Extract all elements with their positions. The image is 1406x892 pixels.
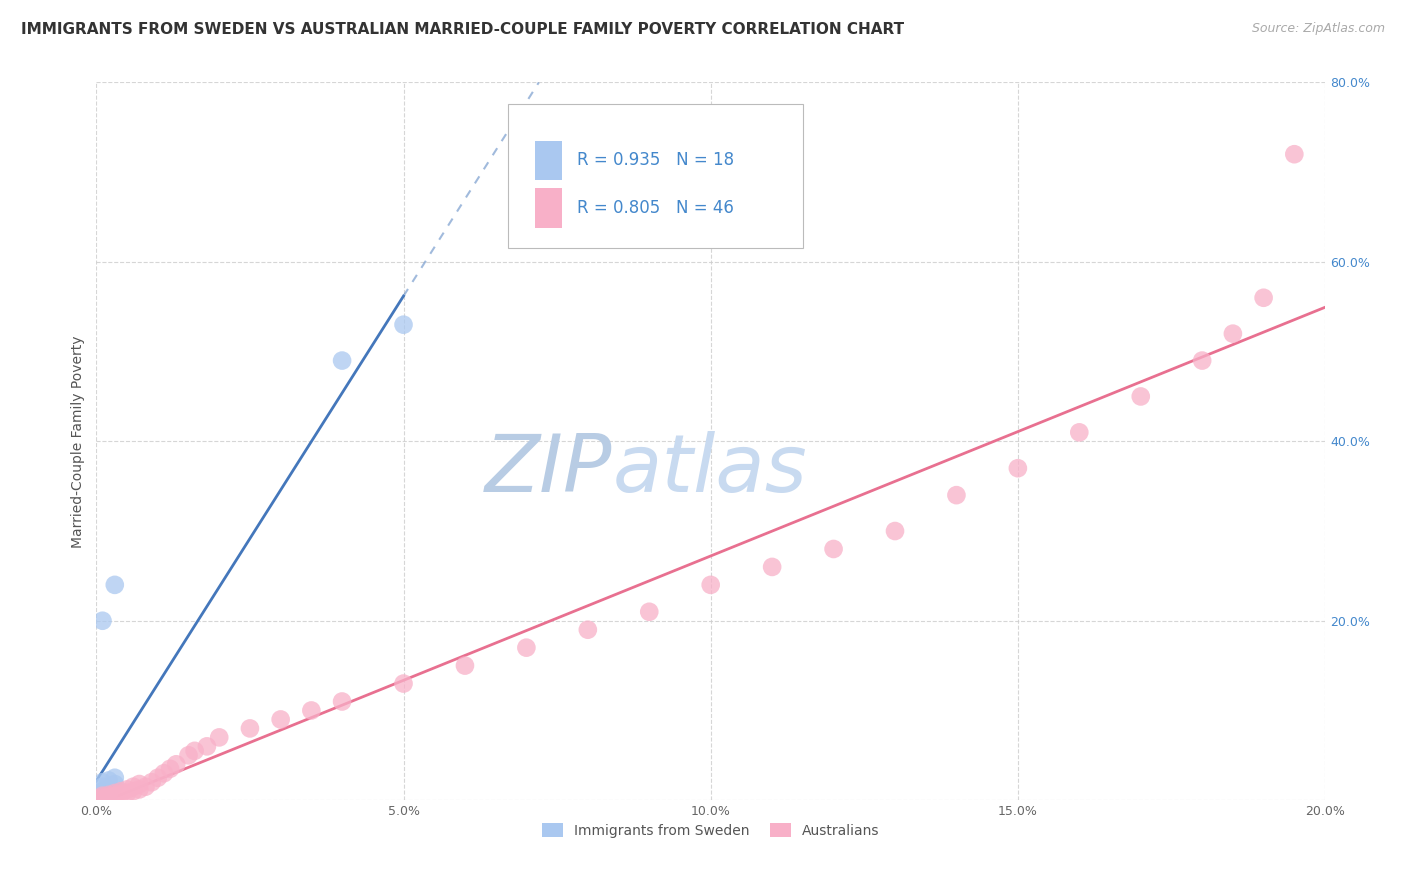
Text: atlas: atlas [613, 431, 807, 509]
Point [91, 614, 114, 628]
Point [104, 789, 127, 803]
Point [97, 786, 120, 800]
Point [91, 788, 114, 802]
Legend: Immigrants from Sweden, Australians: Immigrants from Sweden, Australians [536, 818, 886, 844]
Point [134, 780, 156, 794]
Point [97, 789, 120, 804]
Point [115, 782, 138, 797]
Point [97, 789, 120, 803]
Point [115, 786, 138, 800]
Point [392, 676, 415, 690]
Point [1069, 425, 1091, 440]
Point [91, 790, 114, 805]
Point [110, 784, 132, 798]
FancyBboxPatch shape [508, 104, 803, 247]
Point [454, 658, 477, 673]
Point [392, 318, 415, 332]
Point [122, 784, 145, 798]
Point [195, 739, 218, 754]
Point [91, 784, 114, 798]
Point [1284, 147, 1306, 161]
Point [91, 789, 114, 803]
Point [91, 789, 114, 804]
Point [239, 722, 262, 736]
Point [165, 757, 187, 772]
Point [638, 605, 661, 619]
Point [330, 353, 353, 368]
Point [97, 782, 120, 797]
Point [104, 786, 127, 800]
Text: Source: ZipAtlas.com: Source: ZipAtlas.com [1251, 22, 1385, 36]
Point [141, 775, 163, 789]
Point [86, 790, 108, 805]
Y-axis label: Married-Couple Family Poverty: Married-Couple Family Poverty [72, 335, 86, 548]
Point [146, 771, 169, 785]
Point [299, 703, 322, 717]
Point [208, 731, 231, 745]
Point [576, 623, 599, 637]
Point [91, 780, 114, 794]
Point [884, 524, 907, 538]
Text: R = 0.805   N = 46: R = 0.805 N = 46 [576, 199, 734, 217]
Point [97, 788, 120, 802]
Point [104, 771, 127, 785]
Point [104, 777, 127, 791]
Point [330, 694, 353, 708]
Point [91, 775, 114, 789]
Point [177, 748, 200, 763]
Point [159, 762, 181, 776]
Point [1007, 461, 1029, 475]
Text: IMMIGRANTS FROM SWEDEN VS AUSTRALIAN MARRIED-COUPLE FAMILY POVERTY CORRELATION C: IMMIGRANTS FROM SWEDEN VS AUSTRALIAN MAR… [21, 22, 904, 37]
Point [128, 777, 150, 791]
Point [128, 782, 150, 797]
Point [761, 560, 783, 574]
Point [515, 640, 537, 655]
Text: ZIP: ZIP [485, 431, 613, 509]
Point [1222, 326, 1244, 341]
Point [122, 780, 145, 794]
FancyBboxPatch shape [536, 188, 562, 227]
Point [823, 541, 845, 556]
Point [91, 786, 114, 800]
Point [86, 791, 108, 805]
Point [1129, 389, 1152, 403]
Point [1253, 291, 1275, 305]
Point [270, 713, 292, 727]
Point [110, 787, 132, 801]
Point [86, 791, 108, 805]
Point [104, 578, 127, 592]
Point [1191, 353, 1213, 368]
Point [97, 773, 120, 788]
Point [699, 578, 721, 592]
Text: R = 0.935   N = 18: R = 0.935 N = 18 [576, 152, 734, 169]
Point [945, 488, 967, 502]
FancyBboxPatch shape [536, 141, 562, 180]
Point [183, 744, 205, 758]
Point [153, 766, 176, 780]
